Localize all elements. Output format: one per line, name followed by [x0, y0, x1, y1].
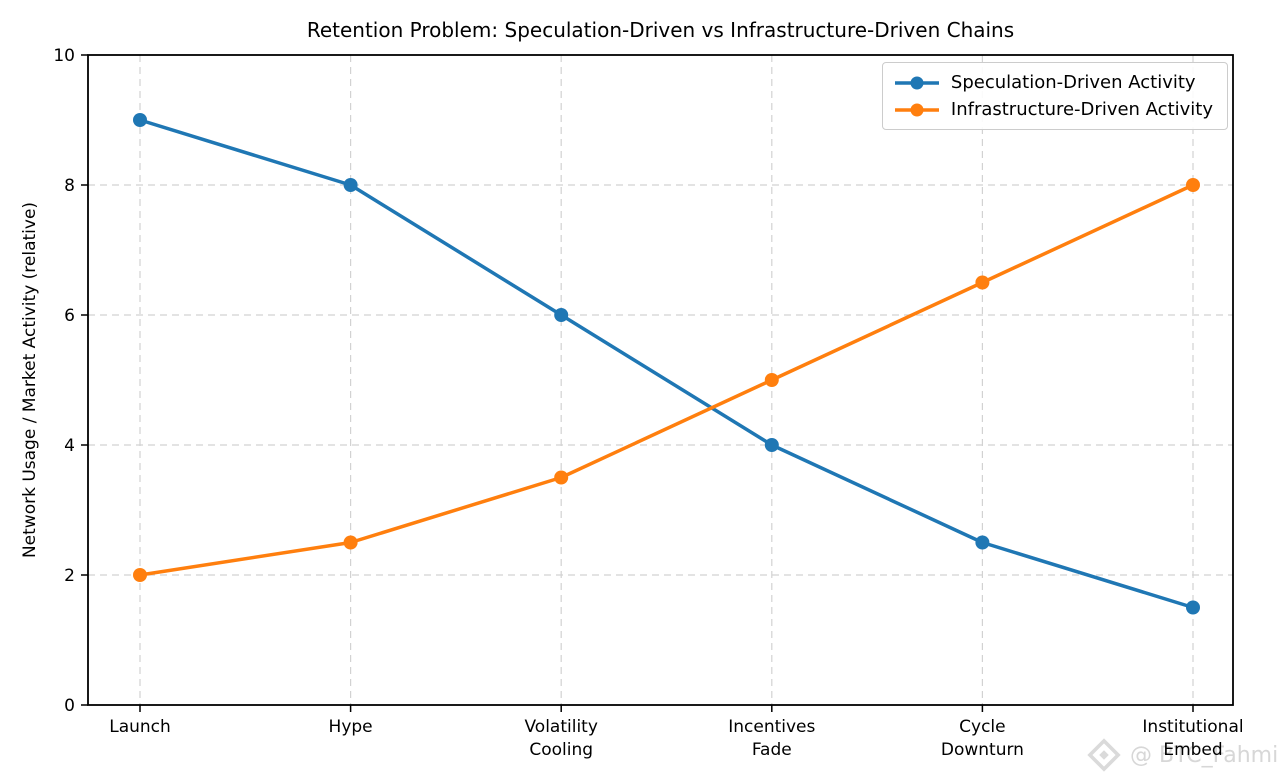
data-point	[764, 438, 779, 452]
legend-line-marker-icon	[894, 76, 939, 89]
binance-diamond-icon	[1087, 738, 1121, 772]
series-line-0	[139, 118, 1194, 610]
x-tick-label: Hype	[329, 717, 373, 737]
data-point	[554, 470, 569, 485]
legend-label: Infrastructure-Driven Activity	[950, 99, 1213, 120]
x-tick-label: Incentives Fade	[728, 717, 815, 760]
legend-entry-infrastructure: Infrastructure-Driven Activity	[893, 99, 1213, 120]
data-point	[764, 373, 779, 387]
series-line-1	[139, 183, 1194, 577]
data-point	[554, 308, 569, 322]
y-tick-label: 4	[64, 436, 75, 456]
data-point	[975, 275, 990, 290]
data-point	[1186, 600, 1200, 615]
x-tick-label: Cycle Downturn	[941, 717, 1024, 760]
watermark-text: @ BTC_Fahmi	[1130, 742, 1279, 768]
data-point	[133, 113, 147, 127]
data-point	[133, 568, 147, 582]
legend-line-marker-icon	[894, 103, 939, 116]
watermark: @ BTC_Fahmi	[1086, 737, 1278, 773]
data-point	[1186, 178, 1200, 192]
plot-border	[87, 54, 1234, 706]
x-tick-label: Launch	[109, 717, 171, 737]
y-tick-label: 0	[64, 696, 75, 716]
data-point	[343, 535, 358, 550]
data-point	[343, 178, 358, 192]
legend-label: Speculation-Driven Activity	[950, 72, 1196, 93]
y-tick-label: 2	[64, 566, 75, 586]
y-tick-label: 10	[53, 46, 75, 66]
y-tick-label: 8	[64, 176, 75, 196]
y-tick-label: 6	[64, 306, 75, 326]
chart-title: Retention Problem: Speculation-Driven vs…	[306, 18, 1015, 42]
x-tick-label: Volatility Cooling	[524, 717, 597, 760]
legend: Speculation-Driven Activity Infrastructu…	[881, 62, 1228, 130]
x-tick-label: Institutional Embed	[1142, 717, 1243, 760]
legend-entry-speculation: Speculation-Driven Activity	[893, 72, 1213, 93]
data-point	[975, 535, 990, 550]
